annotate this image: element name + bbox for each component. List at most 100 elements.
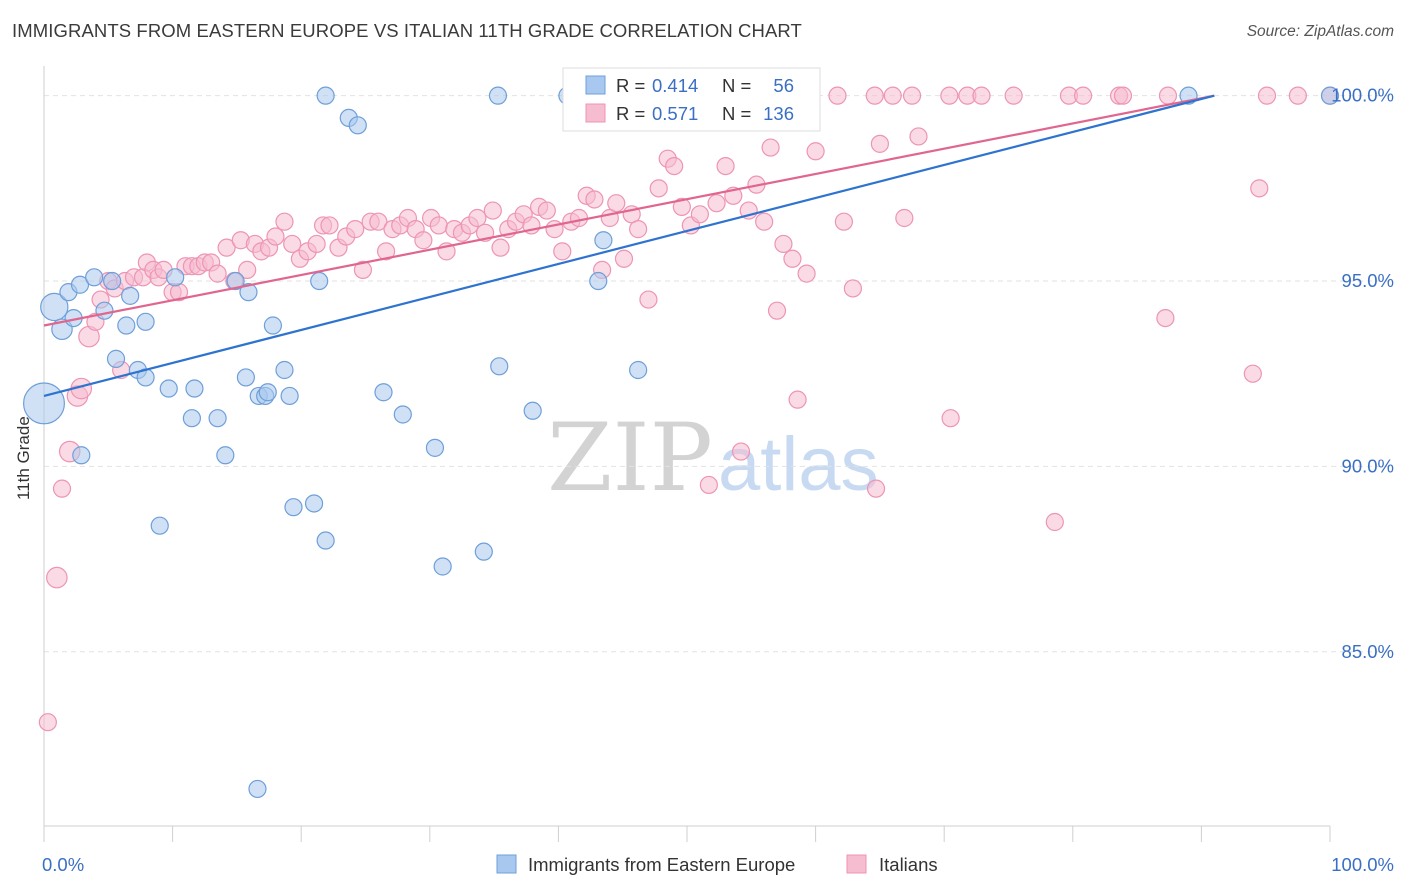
eastern-europe-point [103,271,122,291]
legend-label-blue: Immigrants from Eastern Europe [528,854,795,875]
y-tick-label: 85.0% [1342,641,1394,662]
stats-legend: R = 0.414 N = 56 R = 0.571 N = 136 [562,67,821,132]
eastern-europe-point [236,368,256,387]
eastern-europe-point [166,268,185,287]
italians-point [491,238,510,257]
eastern-europe-trend-line [43,94,1215,398]
bottom-legend: Immigrants from Eastern Europe Italians [496,854,938,875]
eastern-europe-point [117,316,136,335]
italians-point [909,127,928,146]
chart-title: IMMIGRANTS FROM EASTERN EUROPE VS ITALIA… [12,20,802,41]
eastern-europe-point [275,360,294,380]
legend-label-pink: Italians [879,854,938,875]
italians-point [52,479,72,498]
eastern-europe-point [316,86,335,105]
eastern-europe-point [23,382,65,425]
legend-swatch-blue [496,854,517,874]
eastern-europe-point [216,446,235,465]
italians-point [1004,86,1023,105]
italians-point [266,227,285,246]
italians-point [414,231,433,250]
italians-point [629,220,648,239]
eastern-europe-point [263,316,283,335]
eastern-europe-point [280,386,299,406]
eastern-europe-point [208,409,227,428]
italians-point [699,475,718,495]
italians-point [639,290,658,309]
italians-point [843,279,862,298]
stats-n-label-blue: N = [722,75,751,96]
eastern-europe-point [185,379,204,398]
italians-point [1045,512,1064,532]
eastern-europe-point [106,349,126,368]
eastern-europe-point [374,383,393,402]
italians-point [731,442,751,461]
italians-point [707,194,726,213]
italians-point [1288,86,1307,105]
stats-swatch-pink [585,103,606,123]
source-label: Source: ZipAtlas.com [1246,23,1394,40]
italians-point [883,86,902,105]
eastern-europe-point [425,438,445,457]
italians-point [1073,86,1093,105]
italians-point [806,142,825,161]
italians-point [767,301,787,320]
eastern-europe-point [72,446,91,465]
eastern-europe-point [393,405,412,424]
eastern-europe-point [85,268,104,287]
italians-point [320,216,339,235]
eastern-europe-point [490,357,509,376]
italians-point [941,409,960,428]
watermark-atlas: atlas [718,422,879,507]
italians-point [895,208,914,228]
italians-point [38,713,57,732]
italians-point [1113,86,1133,105]
tick-labels: 85.0% 90.0% 95.0% 100.0% 0.0% 100.0% [42,85,1394,875]
italians-point [376,242,396,261]
eastern-europe-point [284,498,303,517]
eastern-europe-point [70,275,90,294]
x-tick-label: 0.0% [42,854,84,875]
y-tick-label: 90.0% [1342,455,1394,476]
italians-point [866,479,886,498]
eastern-europe-point [474,542,493,561]
italians-point [665,156,684,176]
eastern-europe-point [1320,86,1340,105]
trend-lines [43,94,1215,398]
y-tick-label: 95.0% [1342,270,1394,291]
x-tick-label: 100.0% [1331,854,1394,875]
stats-swatch-blue [585,75,606,95]
italians-point [672,197,691,216]
italians-point [690,205,709,224]
eastern-europe-point [182,409,201,428]
italians-point [429,216,448,235]
watermark: ZIP atlas [547,404,878,513]
eastern-europe-point [629,360,648,380]
italians-point [902,86,922,105]
italians-point [716,156,735,176]
italians-point [307,234,326,254]
italians-point [483,201,502,220]
eastern-europe-point [488,86,508,105]
eastern-europe-point [95,301,114,320]
italians-point [468,208,487,228]
eastern-europe-point [310,271,329,291]
eastern-europe-point [159,379,178,398]
y-tick-label: 100.0% [1331,85,1394,106]
italians-point [1243,364,1262,383]
italians-point [1158,86,1178,105]
italians-point [761,138,780,157]
italians-point [865,86,884,105]
eastern-europe-point [433,557,452,576]
stats-n-label-pink: N = [722,103,751,124]
italians-point [828,86,847,105]
italians-points [38,86,1340,732]
legend-swatch-pink [846,854,867,874]
eastern-europe-points [23,86,1340,799]
italians-point [569,208,589,228]
italians-point [940,86,959,105]
italians-point [217,238,236,257]
eastern-europe-point [304,494,324,513]
eastern-europe-point [121,286,140,305]
stats-n-value-blue: 56 [773,75,794,96]
